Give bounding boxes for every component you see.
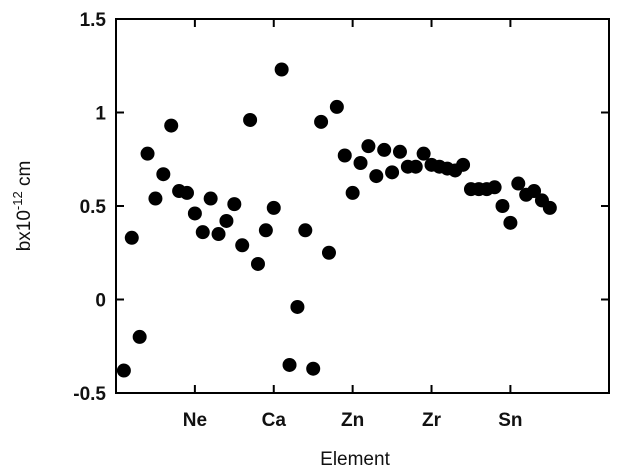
data-point bbox=[258, 223, 273, 238]
data-point bbox=[337, 148, 352, 163]
data-point bbox=[345, 185, 360, 200]
data-point bbox=[235, 238, 250, 253]
data-point bbox=[495, 199, 510, 213]
data-point bbox=[314, 114, 329, 129]
data-point bbox=[243, 112, 258, 127]
data-point bbox=[353, 155, 368, 170]
data-point bbox=[408, 159, 423, 174]
data-point bbox=[416, 146, 431, 161]
data-point bbox=[195, 225, 210, 240]
data-point bbox=[290, 299, 305, 314]
data-point bbox=[124, 230, 139, 245]
data-point bbox=[148, 191, 163, 206]
y-axis-title-base: bx10 bbox=[14, 210, 35, 251]
y-axis: -0.5 0 0.5 1 1.5 bbox=[73, 10, 609, 405]
data-point bbox=[361, 139, 376, 154]
data-point bbox=[250, 256, 265, 271]
data-point bbox=[227, 197, 242, 212]
data-point bbox=[511, 176, 526, 191]
data-point bbox=[140, 146, 155, 161]
data-point bbox=[527, 184, 542, 199]
data-point bbox=[321, 245, 336, 260]
data-point bbox=[392, 144, 407, 159]
data-point bbox=[211, 227, 226, 242]
x-tick-label: Sn bbox=[498, 410, 522, 431]
data-point bbox=[156, 167, 171, 182]
data-point bbox=[116, 363, 131, 378]
y-axis-title-unit: cm bbox=[14, 161, 35, 192]
x-tick-label: Zn bbox=[341, 410, 364, 431]
x-tick-label: Ne bbox=[183, 410, 207, 431]
x-axis-title: Element bbox=[320, 449, 390, 470]
y-axis-title: bx10-12 cm bbox=[10, 161, 35, 252]
data-point bbox=[542, 200, 557, 215]
data-point bbox=[219, 213, 234, 228]
data-point bbox=[282, 357, 297, 372]
data-point bbox=[306, 361, 321, 376]
x-tick-label: Ca bbox=[262, 410, 287, 431]
y-tick-label: -0.5 bbox=[73, 384, 106, 405]
data-point bbox=[377, 142, 392, 157]
y-tick-label: 0.5 bbox=[80, 197, 107, 218]
data-point bbox=[385, 165, 400, 180]
data-point bbox=[329, 99, 344, 114]
data-point bbox=[179, 185, 194, 200]
data-point bbox=[274, 62, 289, 77]
data-point bbox=[369, 169, 384, 184]
x-tick-label: Zr bbox=[422, 410, 442, 431]
data-point bbox=[187, 206, 202, 221]
data-point bbox=[298, 223, 313, 238]
data-point bbox=[132, 329, 147, 344]
data-points bbox=[116, 62, 557, 378]
y-tick-label: 1.5 bbox=[80, 10, 107, 31]
data-point bbox=[503, 215, 518, 230]
y-tick-label: 1 bbox=[95, 104, 106, 125]
data-point bbox=[203, 191, 218, 206]
plot-frame bbox=[115, 18, 610, 394]
data-point bbox=[164, 118, 179, 133]
data-point bbox=[456, 157, 471, 172]
x-axis: Ne Ca Zn Zr Sn bbox=[183, 19, 523, 431]
data-point bbox=[266, 200, 281, 215]
y-tick-label: 0 bbox=[95, 291, 106, 312]
data-point bbox=[487, 180, 502, 195]
y-axis-title-exponent: -12 bbox=[10, 191, 25, 210]
